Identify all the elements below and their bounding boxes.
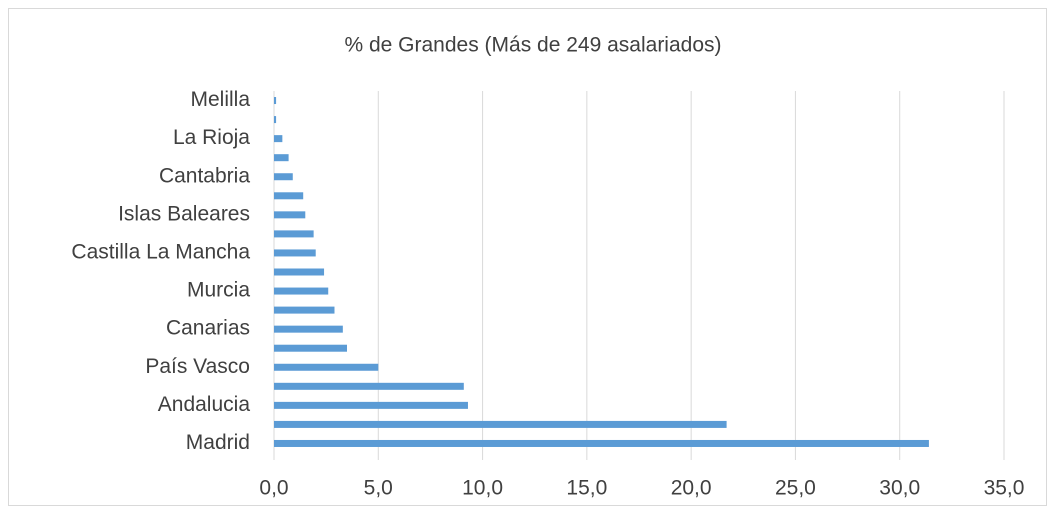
bar [274,135,283,143]
y-tick-label: Canarias [166,317,250,340]
y-tick-label: Melilla [190,88,250,111]
bar [274,230,314,238]
x-tick-label: 30,0 [879,477,920,500]
x-tick-label: 15,0 [566,477,607,500]
bar [274,268,325,276]
bar [274,401,468,409]
y-tick-label: Cantabria [159,164,250,187]
bar [274,154,289,162]
bar [274,344,347,352]
y-tick-label: La Rioja [173,126,250,149]
bar [274,306,335,314]
bar [274,287,329,295]
x-tick-label: 35,0 [984,477,1025,500]
bar [274,363,379,371]
bar [274,192,304,200]
bar [274,249,316,257]
y-tick-label: Andalucia [158,393,251,416]
bar [274,382,464,390]
bar [274,420,727,428]
bar [274,211,306,219]
x-tick-label: 10,0 [462,477,503,500]
y-tick-label: Madrid [186,431,250,454]
bar [274,325,343,333]
bar [274,173,293,181]
x-tick-label: 20,0 [671,477,712,500]
bar [274,97,277,105]
y-tick-label: Islas Baleares [118,202,250,225]
bar [274,116,277,124]
y-tick-label: País Vasco [145,355,250,378]
x-tick-label: 0,0 [259,477,288,500]
x-tick-label: 25,0 [775,477,816,500]
bar [274,439,929,447]
y-tick-label: Castilla La Mancha [71,240,250,263]
y-tick-label: Murcia [187,279,250,302]
x-tick-label: 5,0 [364,477,393,500]
chart-title: % de Grandes (Más de 249 asalariados) [344,34,721,57]
